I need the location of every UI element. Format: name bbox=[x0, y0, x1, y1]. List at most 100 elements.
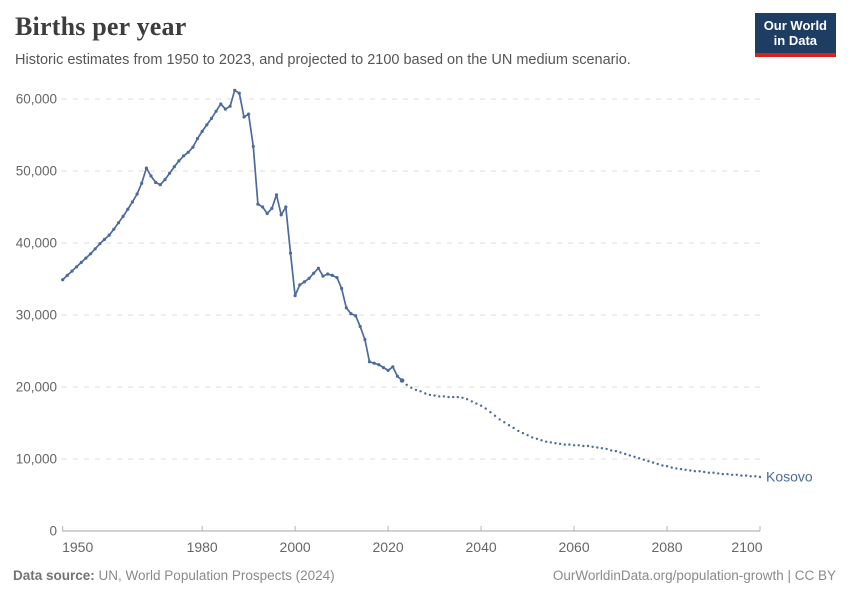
projection-dot bbox=[414, 388, 418, 392]
projection-dot bbox=[428, 393, 432, 397]
data-point bbox=[214, 109, 218, 113]
projection-dot bbox=[735, 473, 738, 476]
projection-dot bbox=[721, 472, 724, 476]
data-point bbox=[61, 278, 65, 282]
projection-dot bbox=[447, 395, 450, 399]
data-source: Data source: UN, World Population Prospe… bbox=[13, 568, 335, 583]
projection-dot bbox=[675, 467, 678, 470]
data-point bbox=[126, 207, 130, 211]
data-point bbox=[163, 178, 167, 182]
data-point bbox=[381, 366, 386, 370]
data-point bbox=[354, 314, 358, 318]
projection-dot bbox=[698, 470, 701, 473]
data-point bbox=[391, 365, 395, 369]
projection-dot bbox=[591, 445, 594, 448]
projection-dot bbox=[624, 452, 627, 456]
data-point bbox=[363, 337, 367, 342]
data-point bbox=[358, 324, 362, 329]
projection-dot bbox=[503, 421, 506, 424]
x-tick-label: 2040 bbox=[466, 539, 497, 555]
projection-dot bbox=[549, 441, 552, 444]
owid-logo[interactable]: Our World in Data bbox=[754, 13, 836, 57]
projection-dot bbox=[642, 458, 645, 461]
data-point bbox=[247, 112, 251, 116]
data-point bbox=[367, 360, 372, 364]
projection-dot bbox=[637, 457, 641, 460]
data-point bbox=[209, 116, 214, 120]
projection-dot bbox=[535, 437, 539, 440]
projection-dot bbox=[558, 442, 562, 446]
projection-dot bbox=[754, 475, 757, 478]
data-point bbox=[65, 273, 69, 277]
y-tick-label: 40,000 bbox=[16, 236, 57, 251]
data-point bbox=[284, 205, 288, 209]
projection-dot bbox=[758, 475, 762, 479]
data-point bbox=[200, 129, 204, 133]
projection-dot bbox=[526, 434, 529, 437]
chart-footer: Data source: UN, World Population Prospe… bbox=[13, 568, 836, 583]
data-point bbox=[191, 145, 195, 149]
credit-link[interactable]: OurWorldinData.org/population-growth | C… bbox=[552, 568, 836, 583]
projection-dot bbox=[531, 436, 534, 439]
projection-dot bbox=[572, 444, 576, 447]
data-point bbox=[89, 252, 93, 256]
projection-dot bbox=[554, 442, 557, 445]
data-point bbox=[237, 91, 241, 95]
data-point bbox=[316, 266, 320, 270]
projection-dot bbox=[405, 383, 408, 386]
projection-dot bbox=[461, 396, 464, 399]
projection-dot bbox=[465, 398, 469, 401]
projection-dot bbox=[470, 400, 473, 403]
data-point bbox=[219, 102, 223, 106]
projection-dot bbox=[614, 449, 618, 453]
data-point bbox=[154, 180, 158, 185]
projection-dot bbox=[600, 447, 604, 450]
data-point bbox=[98, 242, 102, 246]
data-point bbox=[372, 361, 376, 365]
y-tick-label: 0 bbox=[49, 524, 57, 539]
x-tick-label: 2060 bbox=[558, 539, 589, 555]
projection-dot bbox=[661, 464, 664, 467]
y-tick-label: 10,000 bbox=[16, 452, 57, 467]
page-title: Births per year bbox=[15, 12, 187, 41]
data-point bbox=[186, 150, 190, 154]
data-point bbox=[112, 227, 116, 231]
projection-dot bbox=[498, 418, 501, 421]
projection-dot bbox=[596, 446, 599, 449]
data-point bbox=[335, 276, 339, 280]
projection-dot bbox=[647, 460, 650, 463]
data-point bbox=[149, 174, 153, 178]
data-point bbox=[307, 276, 311, 280]
projection-dot bbox=[456, 395, 459, 399]
data-point bbox=[293, 294, 297, 298]
projection-dot bbox=[512, 426, 515, 430]
data-point bbox=[340, 286, 344, 290]
projection-dot bbox=[479, 404, 483, 407]
projection-dot bbox=[582, 444, 585, 448]
data-point bbox=[75, 265, 79, 269]
x-tick-label: 2020 bbox=[373, 539, 404, 555]
projection-dot bbox=[684, 468, 687, 471]
data-point bbox=[223, 107, 227, 111]
projection-dot bbox=[521, 431, 525, 435]
data-point bbox=[140, 181, 144, 185]
data-point bbox=[172, 165, 176, 169]
projection-dot bbox=[568, 443, 571, 446]
projection-dot bbox=[563, 443, 566, 446]
data-point bbox=[302, 280, 306, 284]
projection-dot bbox=[651, 461, 655, 464]
data-point bbox=[298, 283, 302, 287]
projection-dot bbox=[517, 429, 520, 433]
y-tick-label: 30,000 bbox=[16, 308, 57, 323]
data-point bbox=[321, 274, 325, 278]
data-point bbox=[265, 211, 269, 216]
data-point bbox=[158, 183, 162, 187]
projection-dot bbox=[633, 455, 636, 458]
data-point bbox=[116, 221, 121, 225]
projection-dot bbox=[744, 474, 748, 477]
projection-dot bbox=[605, 447, 608, 451]
data-point bbox=[344, 306, 348, 310]
x-tick-label: 2000 bbox=[280, 539, 311, 555]
data-point bbox=[121, 214, 125, 218]
